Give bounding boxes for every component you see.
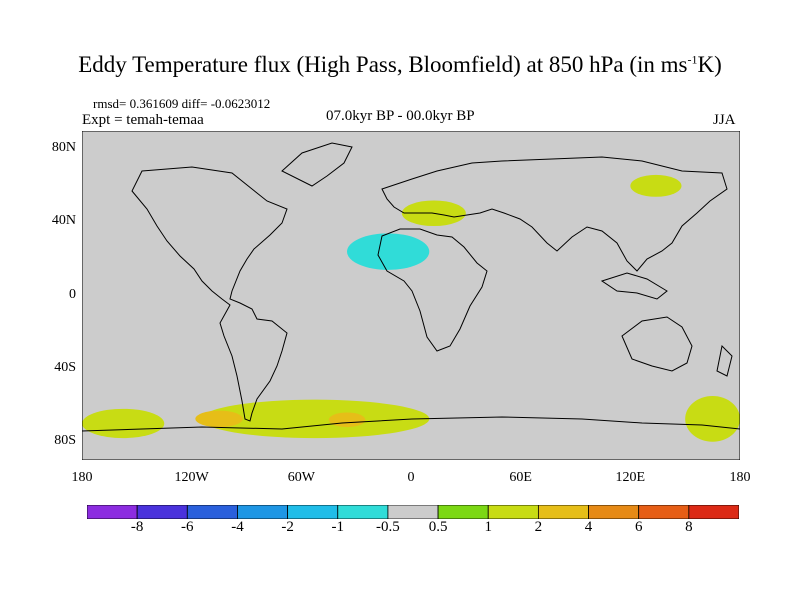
colorbar-label: 4 bbox=[584, 519, 593, 535]
colorbar-swatch bbox=[237, 505, 289, 519]
americas-outline bbox=[131, 166, 288, 422]
chart-title-superscript: -1 bbox=[687, 52, 698, 67]
region-siberia bbox=[630, 174, 682, 197]
chart-title-text: Eddy Temperature flux (High Pass, Bloomf… bbox=[78, 52, 688, 77]
chart-title: Eddy Temperature flux (High Pass, Bloomf… bbox=[0, 52, 800, 78]
colorbar-swatch bbox=[136, 505, 188, 519]
colorbar-label: -2 bbox=[281, 519, 294, 535]
x-tick-label: 180 bbox=[729, 470, 751, 485]
season-label: JJA bbox=[713, 112, 736, 128]
region-south-indian bbox=[520, 392, 613, 420]
region-north-atlantic-subpolar bbox=[292, 174, 393, 210]
coastlines bbox=[82, 142, 740, 432]
y-tick-label: 0 bbox=[69, 286, 76, 302]
colorbar-swatch bbox=[387, 505, 439, 519]
colorbar-swatch bbox=[588, 505, 640, 519]
colorbar-swatch bbox=[87, 505, 138, 519]
colorbar-swatch bbox=[638, 505, 690, 519]
period-label: 07.0kyr BP - 00.0kyr BP bbox=[326, 108, 475, 124]
x-tick-label: 60E bbox=[509, 470, 532, 485]
australia-outline bbox=[621, 316, 693, 372]
region-north-pacific-east bbox=[136, 200, 210, 232]
colorbar-label: 1 bbox=[484, 519, 492, 535]
colorbar-swatch bbox=[186, 505, 238, 519]
region-southern-ocean-east bbox=[685, 396, 740, 442]
stats-label: rmsd= 0.361609 diff= -0.0623012 bbox=[93, 96, 271, 111]
colorbar-swatch bbox=[688, 505, 739, 519]
colorbar-swatch bbox=[287, 505, 339, 519]
x-tick-label: 120E bbox=[615, 470, 646, 485]
x-tick-label: 180 bbox=[71, 470, 93, 485]
y-tick-label: 40N bbox=[51, 213, 76, 229]
colorbar-label: -1 bbox=[331, 519, 345, 535]
colorbar-label: 6 bbox=[634, 519, 643, 535]
region-australia-south bbox=[615, 341, 689, 378]
x-tick-label: 0 bbox=[407, 470, 415, 485]
region-south-atlantic-core-2 bbox=[328, 412, 366, 428]
y-tick-label: 80S bbox=[54, 432, 76, 448]
antarctica-outline bbox=[82, 416, 740, 432]
colorbar-label: 0.5 bbox=[428, 519, 448, 535]
maritime-continent-outline bbox=[600, 272, 668, 300]
chart-title-units-tail: K) bbox=[697, 52, 722, 77]
colorbar-label: -0.5 bbox=[376, 519, 400, 535]
colorbar-swatch bbox=[337, 505, 389, 519]
eurasia-outline bbox=[381, 156, 728, 272]
map-plot bbox=[82, 131, 740, 460]
experiment-label: Expt = temah-temaa bbox=[82, 112, 204, 128]
colorbar-label: -8 bbox=[130, 519, 144, 535]
new-zealand-outline bbox=[716, 344, 733, 377]
colorbar bbox=[87, 505, 739, 519]
region-north-atlantic-subtropics bbox=[347, 233, 430, 270]
region-south-atlantic-core-1 bbox=[195, 410, 243, 428]
colorbar-swatch bbox=[487, 505, 539, 519]
greenland-outline bbox=[281, 142, 353, 187]
y-tick-label: 80N bbox=[51, 140, 76, 156]
x-tick-label: 60W bbox=[287, 470, 315, 485]
colorbar-label: 8 bbox=[685, 519, 693, 535]
colorbar-swatch bbox=[537, 505, 589, 519]
region-south-pacific-west bbox=[82, 408, 165, 439]
africa-outline bbox=[377, 228, 488, 352]
colorbar-label: 2 bbox=[534, 519, 543, 535]
y-tick-label: 40S bbox=[54, 359, 76, 375]
colorbar-swatch bbox=[437, 505, 489, 519]
x-tick-label: 120W bbox=[174, 470, 209, 485]
anomaly-regions bbox=[82, 174, 740, 442]
ocean-background bbox=[82, 131, 740, 460]
region-north-pacific-west bbox=[612, 207, 740, 250]
colorbar-label: -4 bbox=[231, 519, 244, 535]
colorbar-label: -6 bbox=[181, 519, 194, 535]
